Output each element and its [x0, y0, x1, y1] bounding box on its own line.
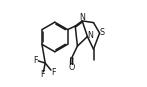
Text: F: F	[34, 56, 38, 65]
Text: F: F	[51, 68, 55, 77]
Text: N: N	[79, 13, 85, 22]
Text: O: O	[69, 63, 75, 72]
Text: S: S	[100, 28, 105, 37]
Text: F: F	[40, 70, 45, 79]
Text: N: N	[87, 31, 93, 40]
